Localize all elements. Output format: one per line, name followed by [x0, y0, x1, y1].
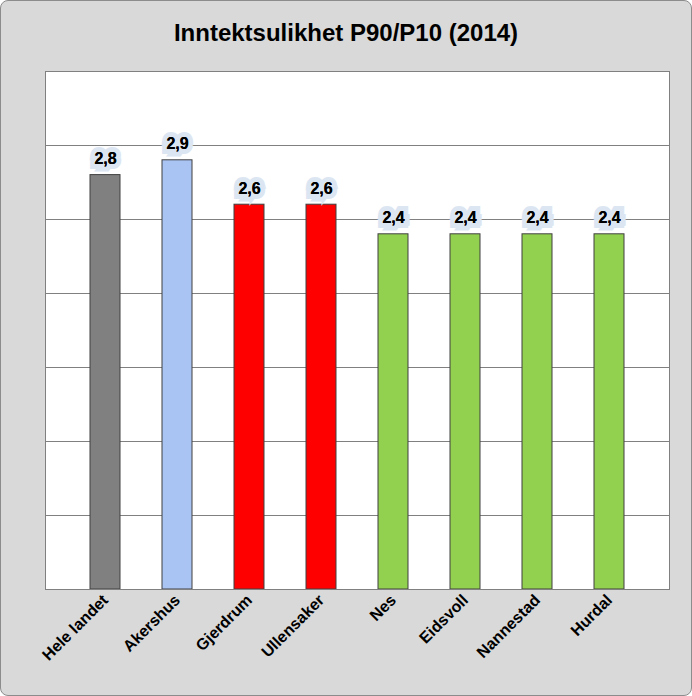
svg-text:2,8: 2,8	[94, 150, 116, 167]
svg-text:2,6: 2,6	[310, 180, 332, 197]
svg-text:Hele landet: Hele landet	[39, 591, 112, 664]
svg-text:2,4: 2,4	[382, 209, 404, 226]
svg-text:2,9: 2,9	[166, 135, 188, 152]
svg-text:2,4: 2,4	[598, 209, 620, 226]
svg-text:2,4: 2,4	[454, 209, 476, 226]
svg-text:2,6: 2,6	[238, 180, 260, 197]
svg-text:2,4: 2,4	[454, 209, 476, 226]
svg-text:Nannestad: Nannestad	[473, 591, 543, 661]
svg-text:2,4: 2,4	[526, 209, 548, 226]
svg-text:2,4: 2,4	[526, 209, 548, 226]
svg-text:Eidsvoll: Eidsvoll	[416, 591, 471, 646]
html-text:Inntektsulikhet P90/P10 (2014): Inntektsulikhet P90/P10 (2014)	[173, 19, 519, 46]
svg-text:2,6: 2,6	[238, 180, 260, 197]
svg-text:2,6: 2,6	[310, 180, 332, 197]
svg-text:Akershus: Akershus	[120, 591, 184, 655]
svg-text:2,8: 2,8	[94, 150, 116, 167]
svg-text:Hurdal: Hurdal	[567, 591, 615, 639]
svg-text:Nes: Nes	[366, 591, 399, 624]
svg-text:Gjerdrum: Gjerdrum	[192, 591, 255, 654]
svg-text:2,4: 2,4	[598, 209, 620, 226]
svg-text:Ullensaker: Ullensaker	[258, 591, 327, 660]
svg-text:2,4: 2,4	[382, 209, 404, 226]
svg-text:2,9: 2,9	[166, 135, 188, 152]
